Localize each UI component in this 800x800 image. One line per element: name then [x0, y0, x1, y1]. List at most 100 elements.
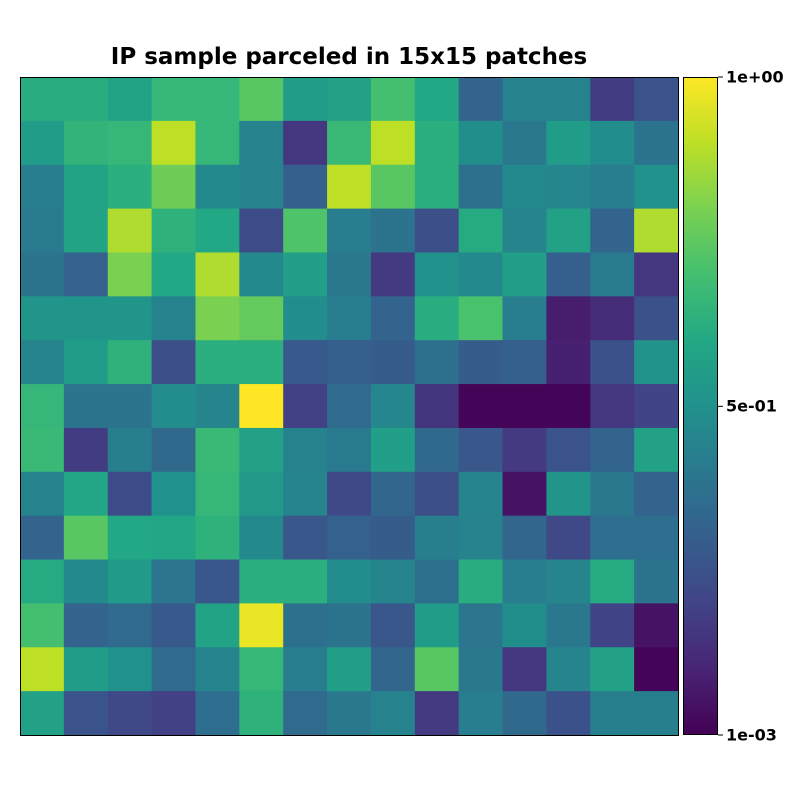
heatmap-cell [195, 384, 240, 429]
heatmap-cell [370, 691, 416, 736]
heatmap-cell [63, 559, 109, 604]
heatmap-cell [20, 164, 65, 210]
heatmap-cell [327, 208, 372, 254]
heatmap-cell [195, 208, 240, 254]
heatmap-cell [151, 164, 197, 210]
heatmap-cell [546, 471, 591, 517]
heatmap-cell [283, 515, 328, 561]
heatmap-cell [20, 120, 65, 166]
heatmap-cell [107, 77, 153, 122]
heatmap-cell [370, 515, 416, 561]
heatmap-cell [239, 164, 284, 210]
heatmap-cell [63, 340, 109, 385]
heatmap-cell [414, 208, 460, 254]
heatmap-cell [327, 471, 372, 517]
heatmap-cell [634, 208, 679, 254]
heatmap-cell [107, 120, 153, 166]
heatmap-cell [414, 427, 460, 473]
heatmap-cell [590, 77, 635, 122]
heatmap-cell [590, 208, 635, 254]
heatmap-cell [63, 515, 109, 561]
heatmap-cell [414, 559, 460, 604]
heatmap-cell [458, 559, 504, 604]
heatmap-cell [502, 515, 547, 561]
heatmap-cell [502, 603, 547, 648]
heatmap-cell [502, 164, 547, 210]
heatmap-cell [20, 77, 65, 122]
heatmap-cell [502, 471, 547, 517]
heatmap-cell [20, 340, 65, 385]
heatmap-cell [283, 252, 328, 297]
heatmap-cell [151, 120, 197, 166]
heatmap-cell [20, 471, 65, 517]
heatmap-cell [634, 647, 679, 692]
heatmap-cell [634, 120, 679, 166]
heatmap-cell [107, 384, 153, 429]
heatmap-cell [283, 208, 328, 254]
heatmap-cell [195, 647, 240, 692]
heatmap-cell [458, 384, 504, 429]
heatmap-cell [327, 559, 372, 604]
heatmap-cell [239, 340, 284, 385]
heatmap-cell [327, 252, 372, 297]
heatmap-cell [634, 471, 679, 517]
heatmap-cell [327, 340, 372, 385]
heatmap-cell [502, 252, 547, 297]
heatmap-cell [414, 252, 460, 297]
heatmap-cell [634, 77, 679, 122]
heatmap-cell [370, 252, 416, 297]
heatmap-cell [370, 427, 416, 473]
heatmap-cell [151, 77, 197, 122]
colorbar-tick-label: 1e+00 [726, 67, 784, 87]
heatmap-cell [151, 427, 197, 473]
heatmap-cell [107, 164, 153, 210]
heatmap-cell [283, 340, 328, 385]
heatmap-cell [283, 77, 328, 122]
heatmap-cell [20, 208, 65, 254]
heatmap-cell [327, 77, 372, 122]
heatmap-cell [151, 208, 197, 254]
heatmap-cell [546, 647, 591, 692]
heatmap-cell [546, 208, 591, 254]
heatmap-cell [634, 603, 679, 648]
heatmap-cell [151, 340, 197, 385]
heatmap-cell [151, 471, 197, 517]
heatmap-cell [634, 340, 679, 385]
chart-title: IP sample parceled in 15x15 patches [110, 44, 588, 70]
heatmap-cell [107, 603, 153, 648]
heatmap-cell [63, 120, 109, 166]
heatmap-cell [458, 515, 504, 561]
heatmap-cell [20, 691, 65, 736]
heatmap-cell [590, 252, 635, 297]
heatmap-cell [20, 252, 65, 297]
heatmap-cell [414, 691, 460, 736]
heatmap-cell [63, 691, 109, 736]
heatmap-cell [370, 384, 416, 429]
heatmap-cell [327, 164, 372, 210]
heatmap-cell [546, 120, 591, 166]
heatmap-cell [590, 603, 635, 648]
heatmap-cell [546, 77, 591, 122]
heatmap-cell [546, 515, 591, 561]
heatmap-cell [151, 296, 197, 341]
heatmap-cell [239, 252, 284, 297]
heatmap-cell [502, 296, 547, 341]
heatmap-cell [107, 208, 153, 254]
heatmap-cell [195, 471, 240, 517]
heatmap-cell [414, 296, 460, 341]
heatmap-cell [283, 559, 328, 604]
heatmap-cell [239, 515, 284, 561]
heatmap-cell [239, 208, 284, 254]
heatmap-cell [546, 340, 591, 385]
heatmap-cell [283, 691, 328, 736]
heatmap-cell [151, 647, 197, 692]
heatmap-cell [414, 384, 460, 429]
heatmap-cell [458, 603, 504, 648]
heatmap-cell [195, 427, 240, 473]
colorbar-frame [683, 77, 718, 735]
heatmap-cell [195, 296, 240, 341]
heatmap-cell [63, 77, 109, 122]
heatmap-cell [502, 208, 547, 254]
heatmap-cell [63, 647, 109, 692]
heatmap-cell [239, 120, 284, 166]
